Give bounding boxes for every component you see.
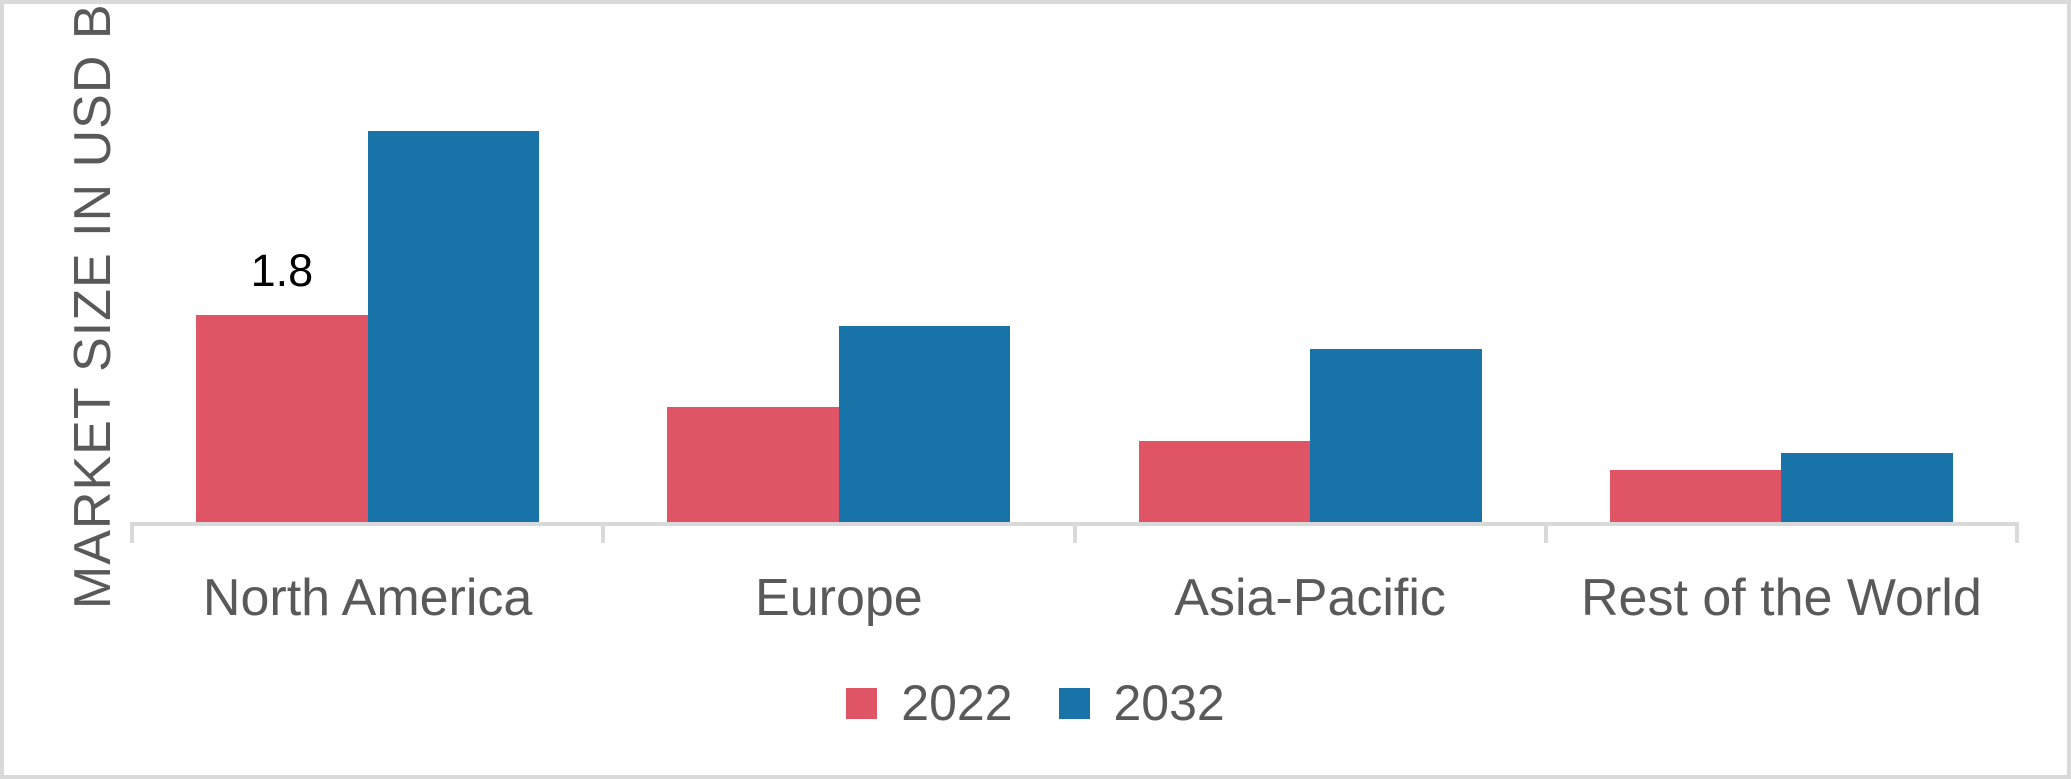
category-label: Europe bbox=[755, 569, 923, 627]
legend-item-2022: 2022 bbox=[846, 675, 1013, 731]
legend-label-2032: 2032 bbox=[1113, 675, 1225, 731]
x-axis-tick bbox=[130, 522, 134, 543]
bar-2032-rest-of-the-world bbox=[1781, 453, 1953, 522]
category-label: Asia-Pacific bbox=[1174, 569, 1446, 627]
bar-2032-asia-pacific bbox=[1310, 349, 1482, 522]
legend-item-2032: 2032 bbox=[1058, 675, 1225, 731]
bar-2032-europe bbox=[838, 326, 1011, 522]
bar-value-label: 1.8 bbox=[250, 245, 314, 296]
bar-2022-rest-of-the-world bbox=[1609, 470, 1782, 522]
legend-swatch-2032 bbox=[1058, 687, 1090, 719]
bar-2022-north-america bbox=[196, 315, 368, 522]
category-label: North America bbox=[202, 569, 533, 627]
bar-2022-europe bbox=[667, 407, 839, 522]
legend-swatch-2022 bbox=[846, 687, 878, 719]
bar-2022-asia-pacific bbox=[1138, 441, 1311, 522]
x-axis-tick bbox=[2015, 522, 2019, 543]
x-axis-tick bbox=[1543, 522, 1548, 543]
x-axis-tick bbox=[601, 522, 606, 543]
bar-2032-north-america bbox=[367, 131, 540, 522]
x-axis-tick bbox=[1072, 522, 1077, 543]
legend: 2022 2032 bbox=[0, 678, 2071, 728]
category-label: Rest of the World bbox=[1580, 569, 1982, 627]
legend-label-2022: 2022 bbox=[901, 675, 1013, 731]
